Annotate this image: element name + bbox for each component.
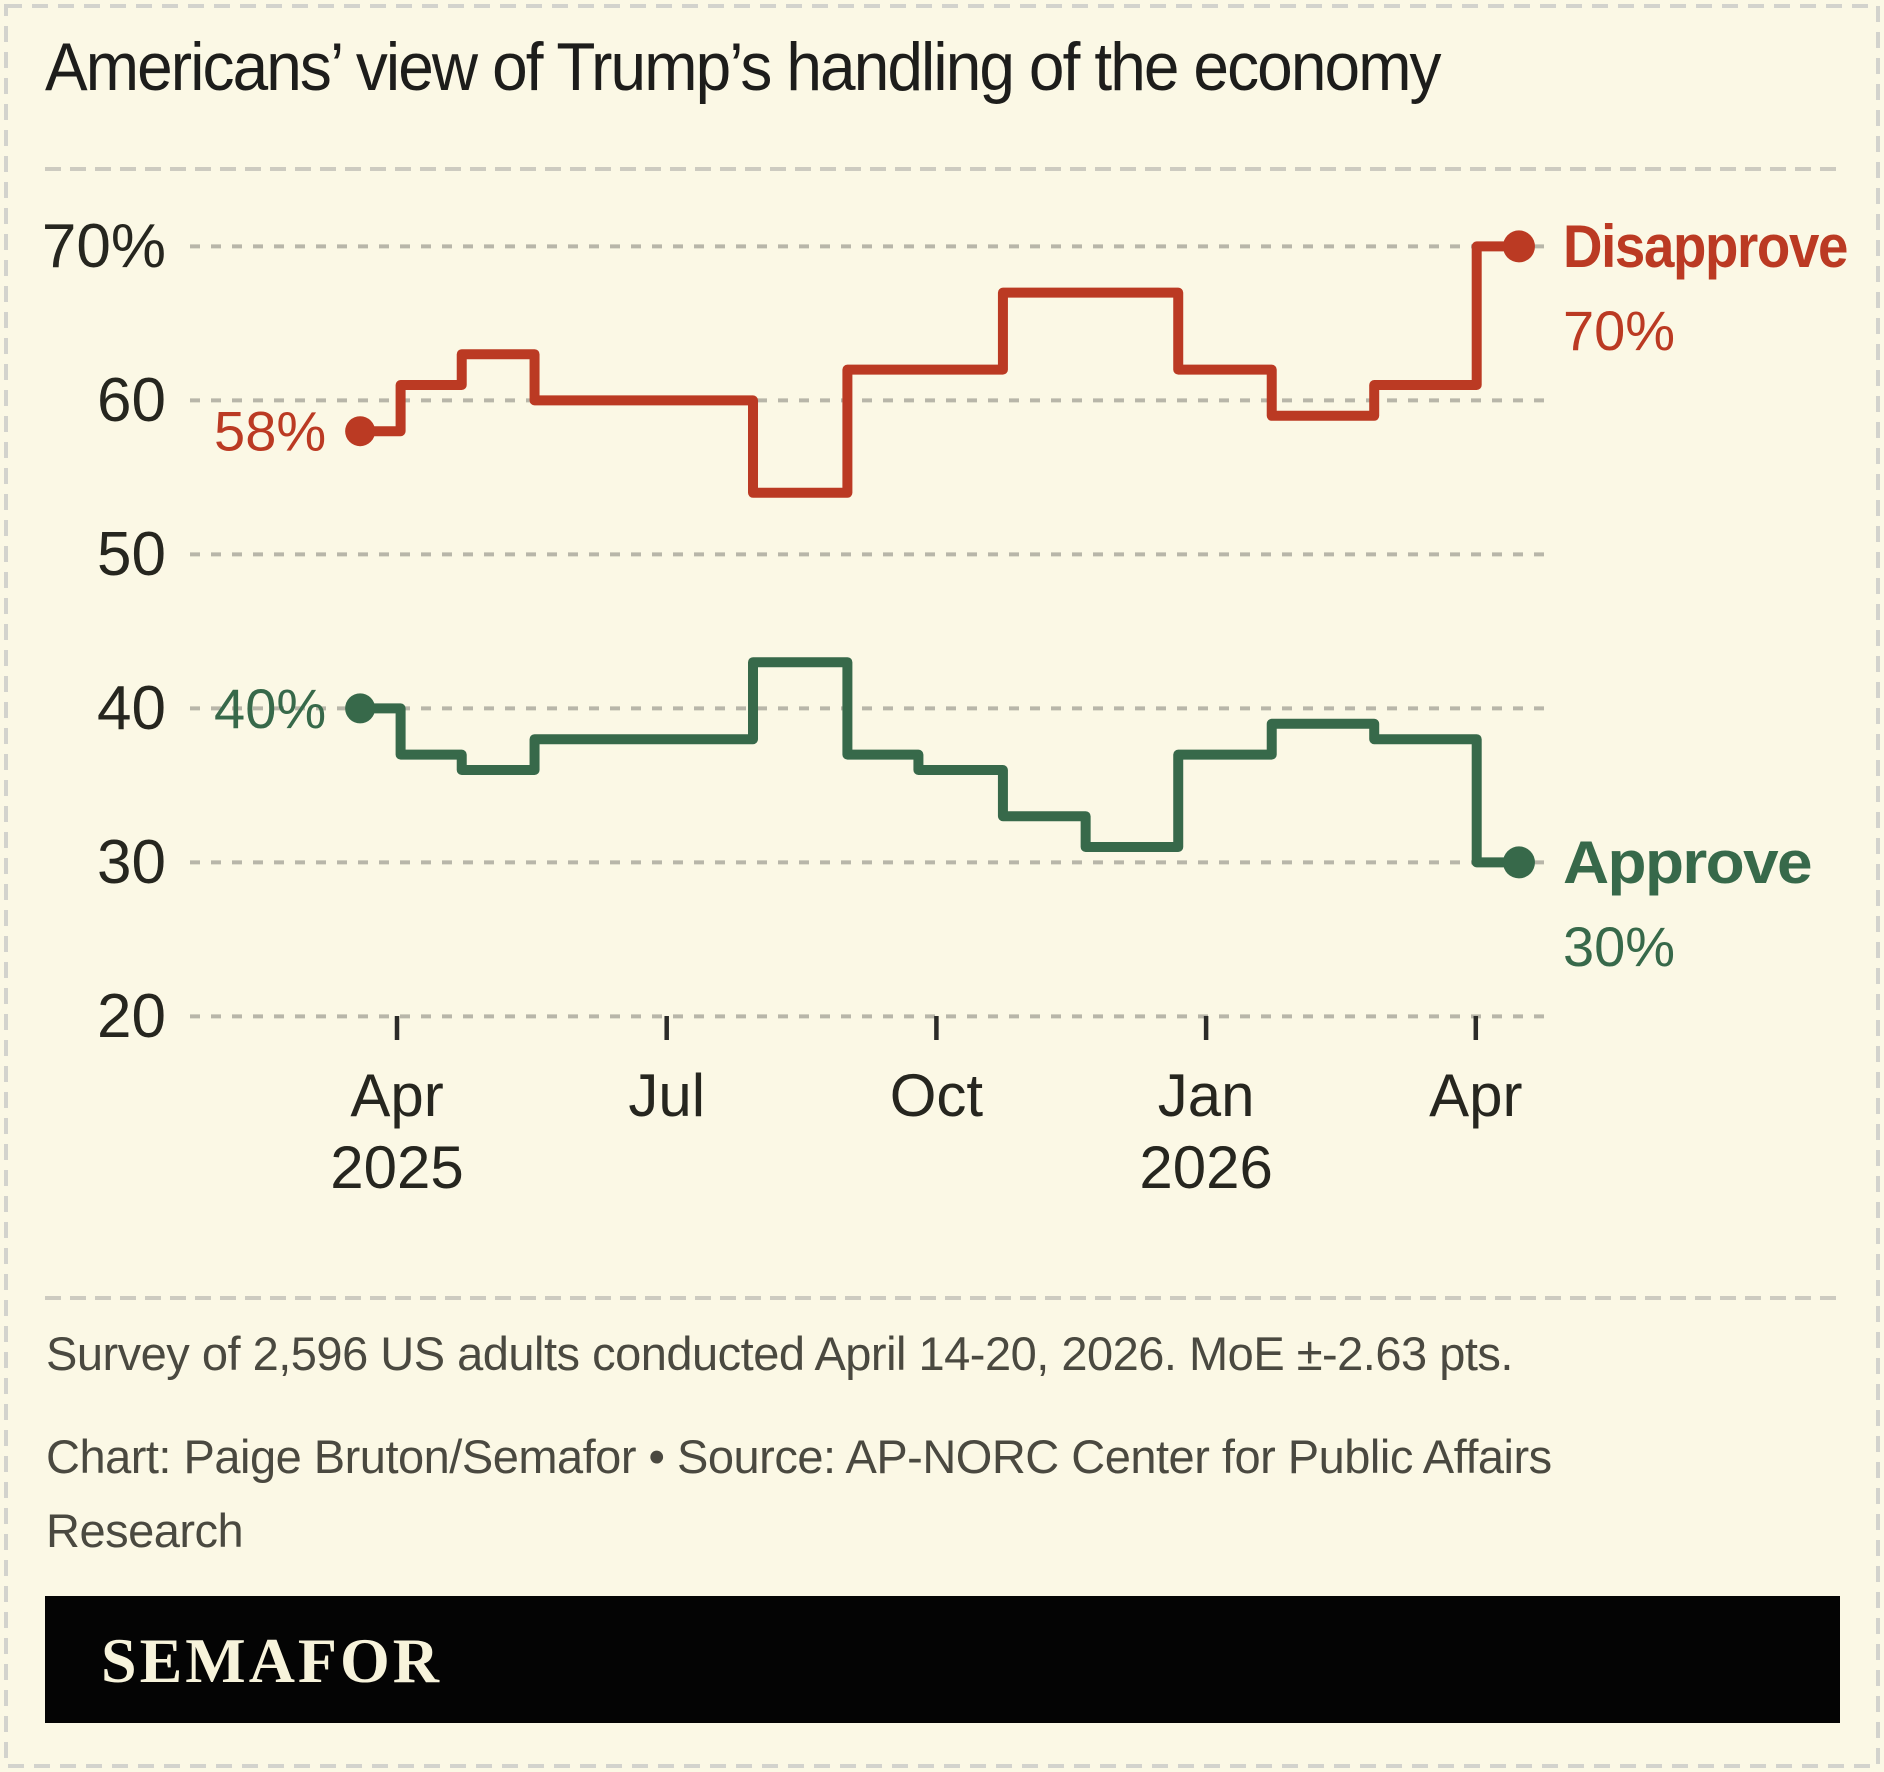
chart-title: Americans’ view of Trump’s handling of t…	[45, 29, 1442, 105]
disapprove-series-label: Disapprove	[1563, 213, 1847, 280]
approve-start-dot	[345, 693, 376, 724]
disapprove-start-dot	[345, 416, 376, 447]
x-axis-label-oct: Oct	[890, 1062, 984, 1129]
disapprove-end-value-label: 70%	[1563, 299, 1675, 362]
y-axis-label-70: 70%	[42, 212, 166, 281]
disapprove-line	[355, 241, 1524, 498]
x-axis-year-2026: 2026	[1139, 1134, 1272, 1201]
survey-note: Survey of 2,596 US adults conducted Apri…	[46, 1327, 1513, 1380]
x-axis-year-2025: 2025	[330, 1134, 463, 1201]
disapprove-start-value-label: 58%	[214, 400, 326, 463]
y-axis-label-60: 60	[97, 366, 166, 435]
approve-series-label: Approve	[1563, 829, 1811, 896]
y-axis-label-20: 20	[97, 982, 166, 1051]
y-axis-label-30: 30	[97, 828, 166, 897]
approve-start-value-label: 40%	[214, 677, 326, 740]
y-axis-label-50: 50	[97, 520, 166, 589]
x-axis-label-apr: Apr	[350, 1062, 443, 1129]
x-axis-label-apr: Apr	[1429, 1062, 1522, 1129]
semafor-logo: SEMAFOR	[101, 1625, 442, 1696]
x-axis-label-jan: Jan	[1158, 1062, 1255, 1129]
outer-dashed-border	[4, 4, 1880, 1768]
approve-end-value-label: 30%	[1563, 915, 1675, 978]
x-axis-label-jul: Jul	[628, 1062, 705, 1129]
y-axis-label-40: 40	[97, 674, 166, 743]
approve-line	[355, 657, 1524, 868]
brand-bar: SEMAFOR	[45, 1596, 1840, 1723]
source-credit: Chart: Paige Bruton/Semafor • Source: AP…	[46, 1430, 1552, 1557]
approve-end-dot	[1502, 846, 1535, 879]
disapprove-end-dot	[1502, 230, 1535, 263]
